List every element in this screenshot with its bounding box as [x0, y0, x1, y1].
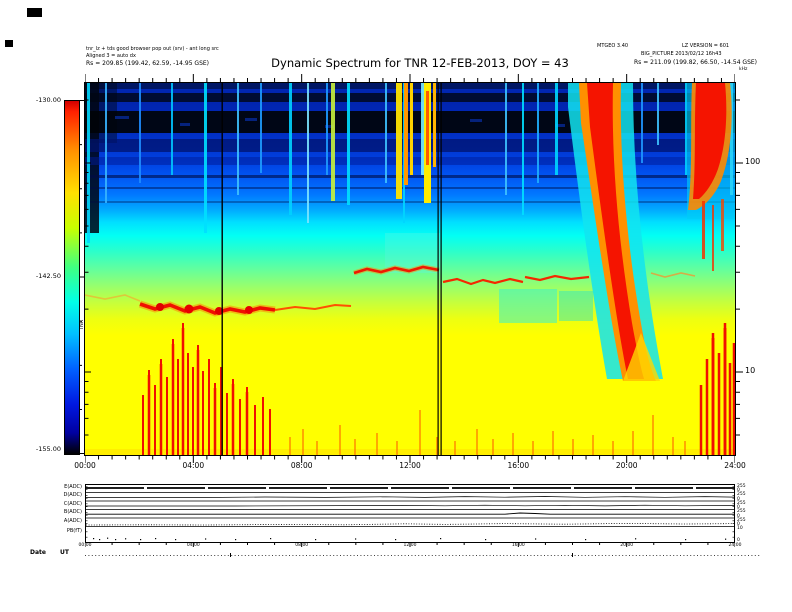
status-row-max-d: 255	[737, 492, 746, 497]
freq-unit-label: kHz	[739, 67, 748, 72]
time-tick-label-0: 00:00	[74, 461, 96, 470]
freq-ticks-left	[85, 99, 91, 436]
status-row-min-e: 0	[737, 488, 740, 493]
status-row-max-a: 255	[737, 517, 746, 523]
library-version-note: MTGEO 3.40	[597, 43, 629, 49]
tnr-spectrogram	[85, 83, 735, 455]
time-tick-label-24: 24:00	[724, 461, 746, 470]
date-label: Date	[30, 548, 46, 556]
spectrogram-frame	[84, 82, 736, 456]
mini-time-tick-label-12: 12:00	[403, 543, 417, 548]
time-tick-label-12: 12:00	[399, 461, 421, 470]
mini-time-tick-label-4: 04:00	[186, 543, 200, 548]
status-row-min-a: 0	[737, 522, 740, 527]
time-axis-ticks-top	[85, 74, 735, 82]
status-row-max-pb: 10	[737, 526, 743, 531]
colorbar-gradient	[64, 100, 80, 455]
status-row-min-c: 0	[737, 505, 740, 510]
status-row-label-c: C(ADC)	[63, 500, 82, 507]
picture-timestamp-note: BIG_PICTURE 2013/02/12 16h43	[641, 51, 722, 57]
colorbar-ticks	[79, 100, 84, 454]
processing-note-2: Aligned 3 = auto dx	[86, 52, 136, 59]
mini-time-tick-label-8: 08:00	[295, 543, 309, 548]
time-tick-label-4: 04:00	[182, 461, 205, 470]
time-axis-ticks-bottom	[85, 456, 735, 463]
mini-time-tick-label-16: 16:00	[511, 543, 525, 548]
mini-time-tick-label-0: 00:00	[78, 543, 92, 548]
corner-mark-icon	[27, 8, 42, 17]
status-row-label-d: D(ADC)	[63, 492, 82, 498]
corner-mark2-icon	[5, 40, 13, 47]
status-row-max-b: 255	[737, 509, 746, 514]
status-row-label-e: E(ADC)	[64, 483, 82, 490]
plot-title: Dynamic Spectrum for TNR 12-FEB-2013, DO…	[271, 56, 569, 70]
status-row-label-b: B(ADC)	[63, 509, 82, 515]
status-row-label-pb: PB(fT)	[66, 528, 82, 534]
status-row-max-c: 255	[737, 500, 746, 506]
date-trace	[85, 552, 761, 557]
time-tick-label-16: 16:00	[507, 461, 530, 470]
freq-tick-label-100: 100	[745, 157, 761, 166]
freq-axis-ticks-right	[736, 99, 743, 436]
spacecraft-position-right: Rs = 211.09 (199.82, 66.50, -14.54 GSE)	[634, 58, 758, 66]
colorbar-tick-label-mid: -142.50	[35, 271, 61, 280]
status-time-ticks	[85, 543, 735, 547]
status-row-min-d: 0	[737, 496, 740, 502]
mini-time-tick-label-20: 20:00	[620, 543, 634, 548]
mini-time-tick-label-24: 24:00	[728, 543, 742, 548]
status-panels	[85, 484, 735, 543]
freq-tick-label-10: 10	[745, 366, 756, 375]
processing-note-1: tnr_lz + tds good browser pop out (srv) …	[86, 46, 219, 52]
lz-version-note: LZ VERSION = 601	[682, 43, 730, 49]
time-tick-label-8: 08:00	[290, 461, 313, 470]
status-row-max-e: 255	[737, 483, 746, 489]
status-row-label-a: A(ADC)	[63, 517, 82, 524]
status-row-min-b: 0	[737, 513, 740, 519]
colorbar-tick-label-top: -130.00	[35, 96, 61, 104]
spacecraft-position-left: Rs = 209.85 (199.42, 62.59, -14.95 GSE)	[86, 60, 210, 67]
colorbar-tick-label-bottom: -155.00	[35, 445, 61, 453]
status-row-min-pb: 0	[737, 537, 740, 543]
date-unit-label: UT	[60, 548, 69, 556]
time-tick-label-20: 20:00	[615, 461, 638, 470]
